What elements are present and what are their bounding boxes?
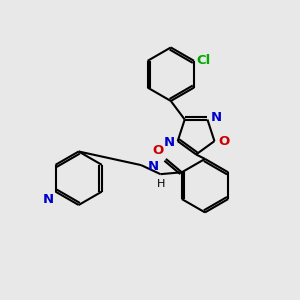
Text: O: O xyxy=(152,144,164,158)
Text: N: N xyxy=(164,136,175,149)
Text: O: O xyxy=(218,135,229,148)
Text: H: H xyxy=(157,179,165,189)
Text: Cl: Cl xyxy=(196,54,211,67)
Text: N: N xyxy=(210,111,221,124)
Text: N: N xyxy=(148,160,159,173)
Text: N: N xyxy=(43,193,54,206)
